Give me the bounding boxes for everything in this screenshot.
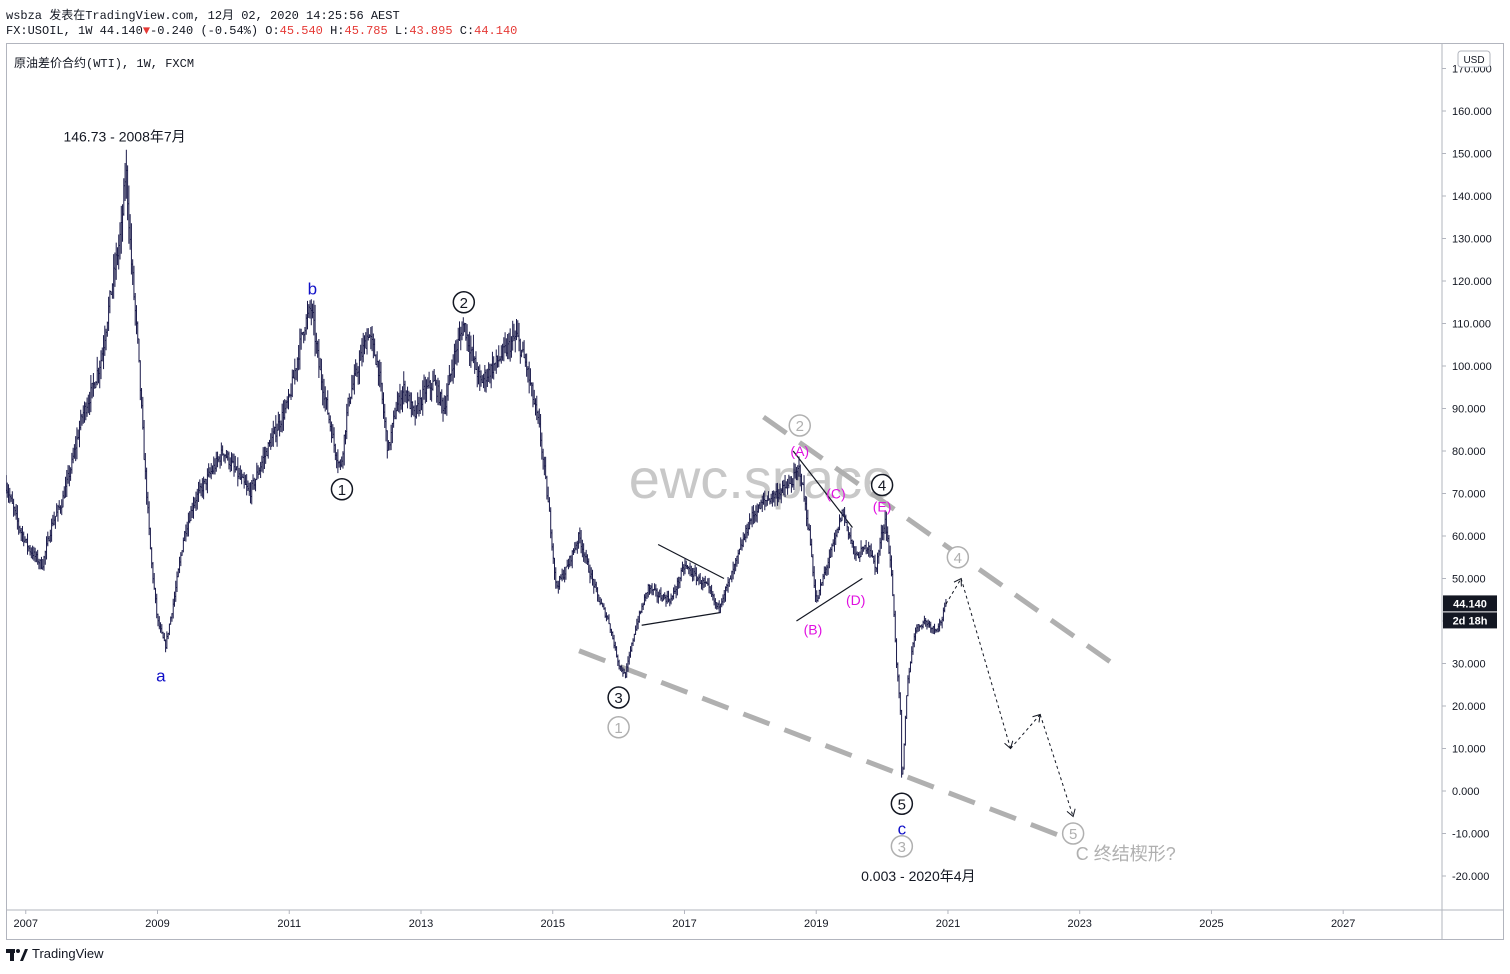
wave-label: 5: [898, 796, 906, 813]
projection-segment: [960, 578, 1012, 749]
open-value: 45.540: [279, 24, 323, 38]
chart-annotation: b: [308, 280, 317, 299]
tradingview-logo-icon: [6, 948, 28, 961]
pattern-trendline: [641, 611, 721, 626]
high-label: H:: [330, 24, 345, 38]
ohlc-row: FX:USOIL, 1W 44.140▼-0.240 (-0.54%) O:45…: [6, 24, 517, 38]
wave-label: 2: [796, 418, 804, 435]
x-tick-label: 2025: [1199, 918, 1223, 930]
wave-circle: [330, 478, 354, 501]
wave-circle: [788, 414, 812, 437]
projection-arrowhead: [1066, 808, 1076, 818]
wave-circle: [452, 291, 476, 314]
y-tick-label: 100.000: [1452, 361, 1492, 373]
y-tick-label: 150.000: [1452, 149, 1492, 161]
y-tick-label: 60.000: [1452, 531, 1486, 543]
y-tick-label: 120.000: [1452, 276, 1492, 288]
y-tick-label: 0.000: [1452, 786, 1480, 798]
countdown-label: 2d 18h: [1453, 615, 1488, 627]
y-tick-label: 20.000: [1452, 701, 1486, 713]
wave-circle: [607, 716, 630, 739]
pattern-trendline: [792, 450, 853, 528]
y-tick-label: 80.000: [1452, 446, 1486, 458]
chart-annotation: a: [156, 666, 166, 685]
projection-segment: [1039, 714, 1074, 817]
y-tick-label: -10.000: [1452, 829, 1489, 841]
y-tick-label: 140.000: [1452, 191, 1492, 203]
wave-circle: [870, 473, 894, 497]
open-label: O:: [265, 24, 280, 38]
chart-annotation: (B): [804, 622, 823, 638]
change-value: -0.240 (-0.54%): [150, 24, 259, 38]
chart-annotation: (A): [790, 443, 809, 459]
projection-segment: [1010, 714, 1041, 749]
x-tick-label: 2017: [672, 918, 696, 930]
chart-annotation: (C): [826, 486, 845, 502]
currency-box[interactable]: [1457, 50, 1491, 68]
channel-lower-line: [578, 648, 1078, 845]
countdown-box: [1443, 612, 1497, 629]
down-arrow-icon: ▼: [142, 24, 151, 38]
x-tick-label: 2021: [936, 918, 960, 930]
x-tick-label: 2007: [14, 918, 38, 930]
y-tick-label: 70.000: [1452, 489, 1486, 501]
last-price-label: 44.140: [1453, 598, 1487, 610]
x-tick-label: 2019: [804, 918, 828, 930]
chart-annotation: 146.73 - 2008年7月: [63, 129, 185, 145]
wave-label: 1: [614, 720, 622, 737]
projection-arrowhead: [1032, 713, 1041, 723]
symbol-label: FX:USOIL, 1W 44.140: [6, 24, 143, 38]
y-tick-label: 90.000: [1452, 404, 1486, 416]
chart-annotation: C 终结楔形?: [1076, 844, 1176, 864]
wave-label: 2: [460, 295, 468, 312]
low-label: L:: [394, 24, 410, 38]
wave-label: 3: [898, 839, 906, 856]
low-value: 43.895: [409, 24, 453, 38]
pattern-trendline: [796, 577, 863, 622]
x-tick-label: 2013: [409, 918, 433, 930]
wave-circle: [890, 792, 914, 815]
chart-annotation: c: [898, 819, 907, 838]
y-tick-label: 10.000: [1452, 744, 1486, 756]
last-price-box: [1443, 595, 1497, 612]
footer: TradingView: [6, 946, 104, 961]
y-tick-label: 30.000: [1452, 659, 1486, 671]
wave-label: 5: [1069, 826, 1077, 843]
wave-circle: [890, 835, 914, 858]
chart-annotation: (D): [846, 592, 865, 608]
chart-annotation: 0.003 - 2020年4月: [861, 868, 975, 884]
x-tick-label: 2015: [540, 918, 564, 930]
projection-segment: [945, 578, 962, 605]
price-series-candles: [6, 149, 947, 778]
close-label: C:: [459, 24, 475, 38]
chart-annotation: (E): [873, 498, 892, 514]
projection-arrowhead: [953, 577, 962, 587]
projection-arrowhead: [1004, 740, 1014, 750]
wave-label: 3: [614, 690, 622, 707]
x-tick-label: 2011: [277, 918, 301, 930]
publish-info: wsbza 发表在TradingView.com, 12月 02, 2020 1…: [6, 9, 400, 23]
footer-brand: TradingView: [32, 946, 104, 961]
wave-circle: [1061, 822, 1085, 845]
close-value: 44.140: [474, 24, 518, 38]
channel-upper-line: [762, 414, 1115, 666]
price-chart[interactable]: ewc.space 146.73 - 2008年7月ab12312(A)(B)(…: [6, 43, 1504, 940]
y-tick-label: 110.000: [1452, 319, 1491, 331]
x-tick-label: 2027: [1331, 918, 1355, 930]
x-tick-label: 2009: [145, 918, 169, 930]
currency-label: USD: [1463, 55, 1484, 66]
wave-circle: [607, 686, 630, 709]
wave-circle: [946, 546, 970, 569]
chart-legend: 原油差价合约(WTI), 1W, FXCM: [14, 57, 195, 71]
wave-label: 1: [338, 482, 346, 499]
y-tick-label: -20.000: [1452, 871, 1489, 883]
wave-label: 4: [878, 478, 886, 495]
y-tick-label: 160.000: [1452, 106, 1492, 118]
x-tick-label: 2023: [1067, 918, 1091, 930]
y-tick-label: 50.000: [1452, 574, 1486, 586]
high-value: 45.785: [344, 24, 388, 38]
pattern-trendline: [657, 543, 725, 580]
y-tick-label: 130.000: [1452, 234, 1492, 246]
wave-label: 4: [954, 550, 962, 567]
